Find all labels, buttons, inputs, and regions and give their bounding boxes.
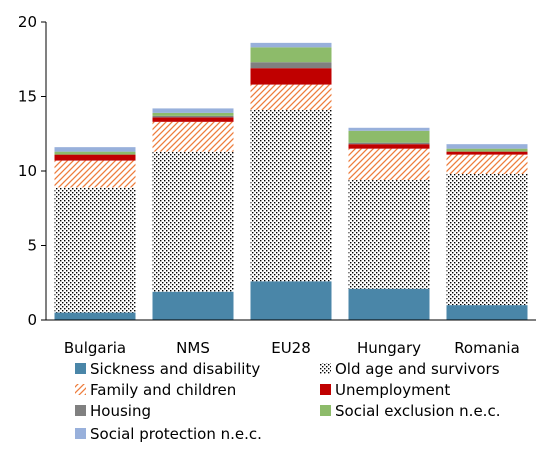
bar-segment-old-age-and-survivors-romania [447,174,528,305]
legend-swatch-old-age-and-survivors [320,363,331,374]
legend-label-social-protection-n-e-c: Social protection n.e.c. [90,425,262,443]
bar-segment-family-and-children-bulgaria [55,161,136,188]
y-tick-label: 20 [18,13,37,31]
bar-segment-old-age-and-survivors-eu28 [251,110,332,281]
bar-segment-old-age-and-survivors-hungary [349,180,430,289]
legend-label-social-exclusion-n-e-c: Social exclusion n.e.c. [335,402,500,420]
bar-segment-housing-hungary [349,143,430,144]
legend-swatch-social-exclusion-n-e-c [320,405,331,416]
legend-label-sickness-and-disability: Sickness and disability [90,360,260,378]
bar-segment-housing-eu28 [251,62,332,68]
y-tick-label: 5 [27,237,37,255]
legend-label-old-age-and-survivors: Old age and survivors [335,360,500,378]
bar-segment-housing-nms [153,116,234,117]
bar-segment-social-exclusion-n-e-c-eu28 [251,47,332,62]
bar-segment-sickness-and-disability-nms [153,292,234,320]
x-category-label: Romania [454,339,520,357]
bar-segment-sickness-and-disability-bulgaria [55,313,136,320]
bar-segment-sickness-and-disability-hungary [349,289,430,320]
bar-segment-social-protection-n-e-c-romania [447,144,528,148]
legend-swatch-housing [75,405,86,416]
bar-segment-family-and-children-romania [447,155,528,174]
bar-segment-social-protection-n-e-c-hungary [349,128,430,131]
legend-label-family-and-children: Family and children [90,381,236,399]
bar-segment-sickness-and-disability-romania [447,305,528,320]
bar-segment-family-and-children-hungary [349,149,430,180]
bar-segment-social-protection-n-e-c-bulgaria [55,147,136,151]
legend-label-unemployment: Unemployment [335,381,450,399]
x-category-label: NMS [176,339,210,357]
y-tick-label: 15 [18,88,37,106]
bar-segment-old-age-and-survivors-nms [153,152,234,292]
bar-segment-social-exclusion-n-e-c-bulgaria [55,152,136,155]
plot-area [55,43,528,320]
bar-segment-family-and-children-eu28 [251,85,332,110]
bar-segment-social-exclusion-n-e-c-hungary [349,131,430,143]
bar-segment-social-exclusion-n-e-c-romania [447,149,528,152]
legend: Sickness and disability Old age and survi… [75,360,500,443]
legend-swatch-family-and-children [75,384,86,395]
bar-segment-family-and-children-nms [153,122,234,152]
x-axis: Bulgaria NMS EU28 Hungary Romania [46,320,536,357]
legend-swatch-unemployment [320,384,331,395]
bar-segment-unemployment-hungary [349,144,430,148]
bar-segment-sickness-and-disability-eu28 [251,281,332,320]
legend-swatch-sickness-and-disability [75,363,86,374]
legend-label-housing: Housing [90,402,151,420]
bar-segment-unemployment-nms [153,117,234,121]
y-axis: 0 5 10 15 20 [18,13,46,329]
y-tick-label: 0 [27,311,37,329]
bar-segment-social-protection-n-e-c-eu28 [251,43,332,47]
bar-segment-unemployment-romania [447,152,528,155]
x-category-label: Bulgaria [64,339,126,357]
bar-segment-old-age-and-survivors-bulgaria [55,187,136,312]
bar-segment-social-protection-n-e-c-nms [153,108,234,112]
legend-swatch-social-protection-n-e-c [75,428,86,439]
bar-segment-unemployment-eu28 [251,68,332,84]
bar-segment-social-exclusion-n-e-c-nms [153,113,234,116]
x-category-label: Hungary [357,339,421,357]
y-tick-label: 10 [18,162,37,180]
bar-segment-unemployment-bulgaria [55,155,136,161]
x-category-label: EU28 [271,339,311,357]
